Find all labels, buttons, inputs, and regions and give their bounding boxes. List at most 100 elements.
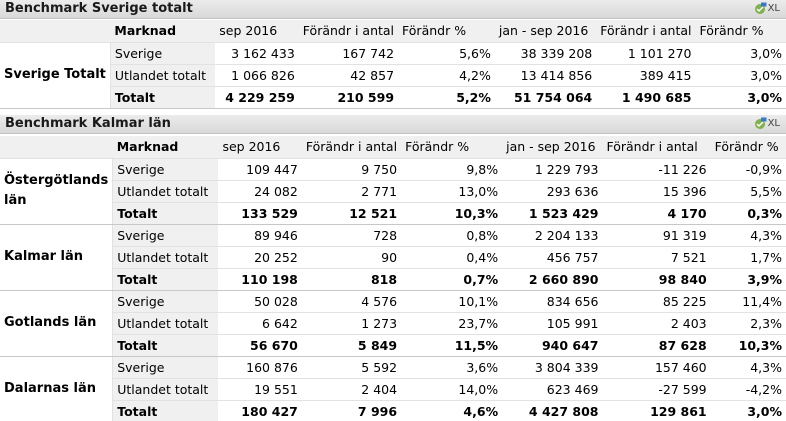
ytd-change-pct: 1,7% xyxy=(710,246,786,269)
sep-value: 24 082 xyxy=(218,180,302,203)
region-label: Sverige Totalt xyxy=(0,42,111,109)
table-row: Totalt 4 229 259 210 599 5,2% 51 754 064 1 49… xyxy=(0,86,786,109)
sep-change: 2 404 xyxy=(301,378,402,401)
header-corner xyxy=(0,136,113,159)
ytd-change-pct: 3,0% xyxy=(710,400,786,421)
market-label: Utlandet totalt xyxy=(112,180,219,203)
table-header-row: Marknad sep 2016 Förändr i antal Förändr % j… xyxy=(0,136,786,159)
sep-change-pct: 4,2% xyxy=(398,64,495,87)
ytd-change-pct: 3,9% xyxy=(710,268,786,291)
ytd-change: 1 490 685 xyxy=(596,86,696,109)
sep-value: 20 252 xyxy=(218,246,302,269)
column-header: Förändr i antal xyxy=(298,20,399,43)
panel-header-kalmar: Benchmark Kalmar län XL xyxy=(0,115,786,134)
sep-value: 133 529 xyxy=(218,202,302,225)
table-row: Totalt 110 198 818 0,7% 2 660 890 98 840 3,9% xyxy=(0,268,786,291)
ytd-value: 51 754 064 xyxy=(494,86,597,109)
table-row: Utlandet totalt 6 642 1 273 23,7% 105 991 2 4… xyxy=(0,312,786,335)
ytd-value: 105 991 xyxy=(502,312,603,335)
ytd-change: 1 101 270 xyxy=(596,42,696,65)
market-label: Totalt xyxy=(112,400,219,421)
market-label: Totalt xyxy=(110,86,216,109)
ytd-value: 1 229 793 xyxy=(502,158,603,181)
panel-header-sverige: Benchmark Sverige totalt XL xyxy=(0,0,786,19)
sep-change-pct: 10,1% xyxy=(401,290,503,313)
ytd-change: 129 861 xyxy=(602,400,711,421)
ytd-value: 3 804 339 xyxy=(502,356,603,379)
ytd-change: 85 225 xyxy=(602,290,711,313)
table-row: Totalt 133 529 12 521 10,3% 1 523 429 4 170 0,… xyxy=(0,202,786,225)
sep-value: 110 198 xyxy=(218,268,302,291)
ytd-change-pct: -0,9% xyxy=(710,158,786,181)
column-header: Förändr % xyxy=(710,136,786,159)
ytd-change-pct: 3,0% xyxy=(695,86,786,109)
sep-change-pct: 11,5% xyxy=(401,334,503,357)
panel-title: Benchmark Kalmar län xyxy=(5,116,171,131)
ytd-change: 91 319 xyxy=(602,224,711,247)
table-row: Utlandet totalt 1 066 826 42 857 4,2% 13 414… xyxy=(0,64,786,87)
column-header: sep 2016 xyxy=(215,20,299,43)
market-label: Sverige xyxy=(112,290,219,313)
column-header: Förändr % xyxy=(398,20,495,43)
column-header: Förändr i antal xyxy=(596,20,696,43)
sep-change: 4 576 xyxy=(301,290,402,313)
table-row: Totalt 180 427 7 996 4,6% 4 427 808 129 861 3,… xyxy=(0,400,786,421)
ytd-value: 2 204 133 xyxy=(502,224,603,247)
ytd-change-pct: 0,3% xyxy=(710,202,786,225)
ytd-value: 293 636 xyxy=(502,180,603,203)
ytd-value: 456 757 xyxy=(502,246,603,269)
sep-change: 1 273 xyxy=(301,312,402,335)
sep-value: 180 427 xyxy=(218,400,302,421)
sep-change-pct: 5,6% xyxy=(398,42,495,65)
sep-change: 2 771 xyxy=(301,180,402,203)
sep-change: 728 xyxy=(301,224,402,247)
table-row: Utlandet totalt 24 082 2 771 13,0% 293 636 15… xyxy=(0,180,786,203)
market-label: Sverige xyxy=(112,356,219,379)
sep-change-pct: 14,0% xyxy=(401,378,503,401)
sep-value: 160 876 xyxy=(218,356,302,379)
sep-change-pct: 13,0% xyxy=(401,180,503,203)
sep-change: 7 996 xyxy=(301,400,402,421)
market-label: Totalt xyxy=(112,334,219,357)
ytd-change: 15 396 xyxy=(602,180,711,203)
column-header: jan - sep 2016 xyxy=(502,136,603,159)
sep-change: 167 742 xyxy=(298,42,399,65)
market-label: Utlandet totalt xyxy=(110,64,216,87)
ytd-change-pct: 3,0% xyxy=(695,64,786,87)
ytd-value: 13 414 856 xyxy=(494,64,597,87)
sep-change: 210 599 xyxy=(298,86,399,109)
ytd-value: 4 427 808 xyxy=(502,400,603,421)
market-label: Utlandet totalt xyxy=(112,312,219,335)
table-row: Dalarnas län Sverige 160 876 5 592 3,6% 3 804… xyxy=(0,356,786,421)
sep-change-pct: 5,2% xyxy=(398,86,495,109)
ytd-change-pct: 4,3% xyxy=(710,356,786,379)
table-row: Gotlands län Sverige 50 028 4 576 10,1% 834 6… xyxy=(0,290,786,357)
market-label: Utlandet totalt xyxy=(112,246,219,269)
ytd-value: 2 660 890 xyxy=(502,268,603,291)
excel-export-button[interactable]: XL xyxy=(754,2,780,15)
column-header: jan - sep 2016 xyxy=(494,20,597,43)
table-row: Östergötlands län Sverige 109 447 9 750 9,8%… xyxy=(0,158,786,225)
sep-change-pct: 0,4% xyxy=(401,246,503,269)
ytd-change-pct: 11,4% xyxy=(710,290,786,313)
ytd-change: 7 521 xyxy=(602,246,711,269)
ytd-change-pct: 3,0% xyxy=(695,42,786,65)
ytd-change-pct: 4,3% xyxy=(710,224,786,247)
ytd-value: 1 523 429 xyxy=(502,202,603,225)
market-label: Sverige xyxy=(112,224,219,247)
ytd-value: 940 647 xyxy=(502,334,603,357)
benchmark-table-sverige: Marknad sep 2016 Förändr i antal Förändr % j… xyxy=(0,20,786,109)
sep-change-pct: 23,7% xyxy=(401,312,503,335)
table-row: Utlandet totalt 20 252 90 0,4% 456 757 7 521 1… xyxy=(0,246,786,269)
panel-title: Benchmark Sverige totalt xyxy=(5,1,193,16)
ytd-change-pct: 2,3% xyxy=(710,312,786,335)
sep-change-pct: 0,8% xyxy=(401,224,503,247)
sep-value: 56 670 xyxy=(218,334,302,357)
sep-value: 50 028 xyxy=(218,290,302,313)
excel-export-button[interactable]: XL xyxy=(754,117,780,130)
table-header-row: Marknad sep 2016 Förändr i antal Förändr % j… xyxy=(0,20,786,43)
market-label: Sverige xyxy=(110,42,216,65)
region-label: Gotlands län xyxy=(0,290,114,357)
market-label: Totalt xyxy=(112,202,219,225)
column-header: Marknad xyxy=(112,136,219,159)
